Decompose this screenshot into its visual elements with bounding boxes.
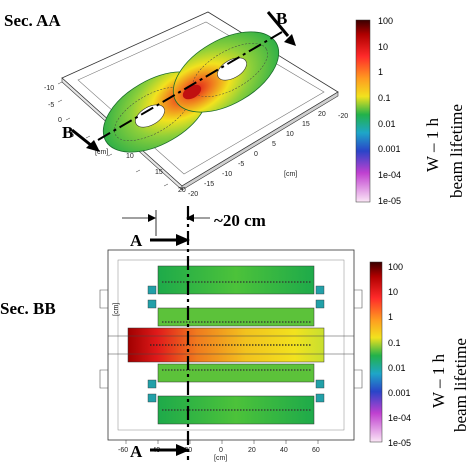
cut-label-a-bottom: A (130, 442, 143, 461)
top-unit-x: [cm] (284, 171, 297, 178)
svg-text:-5: -5 (238, 161, 244, 168)
cut-label-b-start: B (62, 123, 73, 142)
svg-text:0: 0 (219, 447, 223, 454)
svg-text:-10: -10 (222, 171, 232, 178)
top-side-title-1: W – 1 h (423, 118, 442, 172)
svg-text:20: 20 (318, 111, 326, 118)
svg-text:15: 15 (155, 169, 163, 176)
colorbar-top: 100 10 1 0.1 0.01 0.001 1e-04 1e-05 (355, 16, 401, 206)
bottom-unit-y: [cm] (113, 303, 120, 316)
svg-text:-10: -10 (44, 85, 54, 92)
distance-label: ~20 cm (214, 211, 266, 230)
top-3d-plot (57, 11, 339, 191)
svg-text:5: 5 (70, 132, 74, 139)
svg-text:1e-04: 1e-04 (378, 170, 401, 180)
svg-text:10: 10 (388, 287, 398, 297)
svg-text:0.1: 0.1 (388, 338, 401, 348)
top-left-ticks: -10 -5 0 5 10 15 20 (44, 85, 186, 194)
svg-text:1: 1 (388, 312, 393, 322)
cut-label-b-end: B (276, 9, 287, 28)
cut-label-a-top: A (130, 231, 143, 250)
svg-text:40: 40 (280, 447, 288, 454)
svg-text:10: 10 (286, 131, 294, 138)
svg-text:15: 15 (302, 121, 310, 128)
cut-line-bb (71, 11, 296, 152)
svg-text:0: 0 (254, 151, 258, 158)
svg-text:0: 0 (58, 117, 62, 124)
svg-text:100: 100 (378, 16, 393, 26)
svg-text:-60: -60 (118, 447, 128, 454)
svg-text:1e-05: 1e-05 (378, 196, 401, 206)
svg-text:0.01: 0.01 (378, 119, 396, 129)
svg-text:60: 60 (312, 447, 320, 454)
bottom-side-title-1: W – 1 h (429, 354, 448, 408)
bottom-plot (99, 249, 363, 444)
svg-text:1: 1 (378, 67, 383, 77)
svg-text:0.001: 0.001 (388, 388, 411, 398)
svg-text:-5: -5 (48, 102, 54, 109)
svg-text:0.1: 0.1 (378, 93, 391, 103)
svg-text:1e-04: 1e-04 (388, 413, 411, 423)
top-side-title-2: beam lifetime (447, 104, 466, 198)
section-aa-label: Sec. AA (4, 11, 61, 30)
svg-text:0.001: 0.001 (378, 144, 401, 154)
svg-text:10: 10 (126, 153, 134, 160)
svg-text:20: 20 (248, 447, 256, 454)
svg-text:5: 5 (272, 141, 276, 148)
bottom-unit-x: [cm] (214, 455, 227, 462)
svg-text:0.01: 0.01 (388, 363, 406, 373)
distance-marker (122, 210, 210, 236)
svg-text:-20: -20 (188, 191, 198, 198)
svg-text:20: 20 (178, 187, 186, 194)
svg-text:10: 10 (378, 42, 388, 52)
bottom-side-title-2: beam lifetime (451, 338, 470, 432)
top-front-ticks: -20 -15 -10 -5 0 5 10 15 20 (188, 111, 326, 198)
svg-text:100: 100 (388, 262, 403, 272)
top-unit-y: [cm] (95, 149, 108, 156)
section-bb-label: Sec. BB (0, 299, 56, 318)
svg-text:1e-05: 1e-05 (388, 438, 411, 448)
cut-line-aa (150, 206, 190, 460)
top-right-tick: -20 (338, 113, 348, 120)
svg-text:-15: -15 (204, 181, 214, 188)
bottom-x-ticks: -60 -40 -20 0 20 40 60 (118, 447, 320, 454)
colorbar-bottom: 100 10 1 0.1 0.01 0.001 1e-04 1e-05 (369, 261, 411, 448)
